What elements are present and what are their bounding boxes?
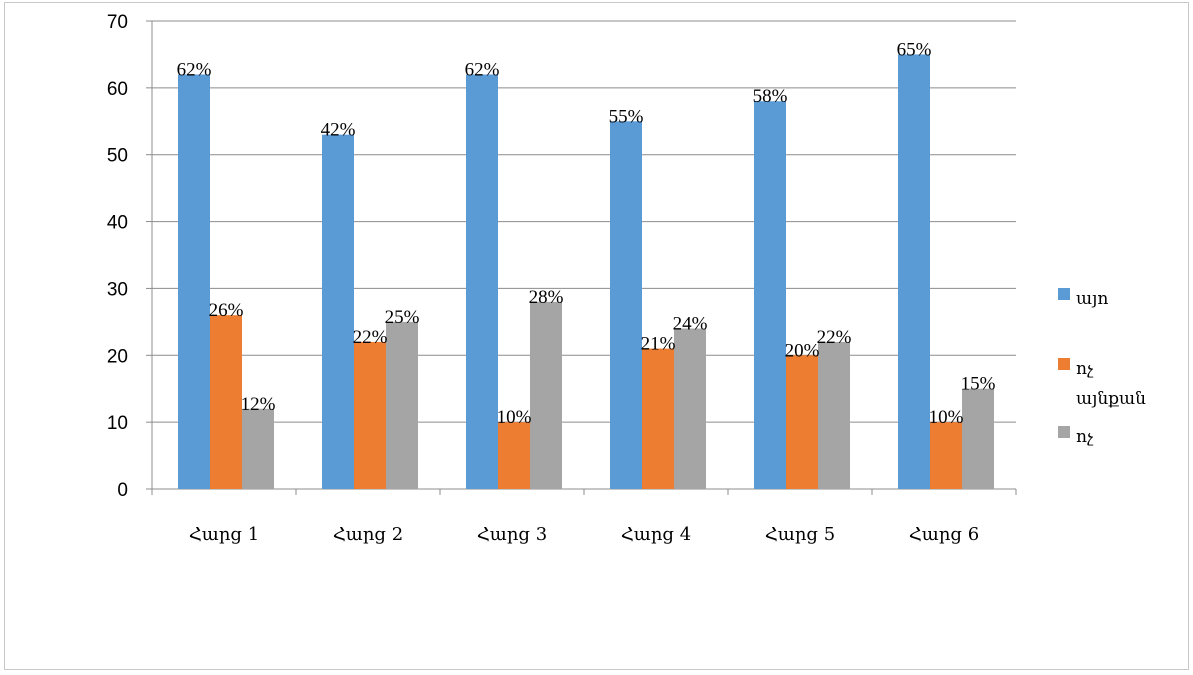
data-label: 10% xyxy=(929,407,964,428)
bar xyxy=(786,355,818,489)
x-tick-label: Հարց 4 xyxy=(621,524,691,545)
bar xyxy=(178,74,210,489)
data-label: 22% xyxy=(817,327,852,348)
bar xyxy=(754,101,786,489)
data-label: 62% xyxy=(177,59,212,80)
x-tick-label: Հարց 2 xyxy=(333,524,403,545)
legend-label: ոչ xyxy=(1076,427,1094,447)
data-label: 42% xyxy=(321,120,356,141)
data-label: 12% xyxy=(241,394,276,415)
bar xyxy=(354,341,386,489)
legend-label: այո xyxy=(1076,289,1108,309)
data-label: 25% xyxy=(385,307,420,328)
legend-label: այնքան xyxy=(1076,389,1146,409)
data-label: 15% xyxy=(961,374,996,395)
bar xyxy=(530,301,562,489)
legend-swatch xyxy=(1058,358,1070,370)
bar xyxy=(962,388,994,489)
bar xyxy=(818,341,850,489)
y-tick-label: 20 xyxy=(107,346,128,367)
y-tick-label: 60 xyxy=(107,79,128,100)
bar xyxy=(610,121,642,490)
data-label: 22% xyxy=(353,327,388,348)
data-label: 62% xyxy=(465,59,500,80)
y-tick-label: 50 xyxy=(107,146,128,167)
bar xyxy=(498,422,530,489)
data-label: 28% xyxy=(529,287,564,308)
y-tick-label: 0 xyxy=(117,480,128,501)
x-tick-label: Հարց 6 xyxy=(909,524,979,545)
bar xyxy=(242,408,274,489)
bar xyxy=(674,328,706,489)
x-tick-label: Հարց 3 xyxy=(477,524,547,545)
data-label: 26% xyxy=(209,300,244,321)
y-tick-label: 70 xyxy=(107,12,128,33)
data-label: 58% xyxy=(753,86,788,107)
data-label: 10% xyxy=(497,407,532,428)
bar xyxy=(642,348,674,489)
bar xyxy=(898,54,930,490)
y-tick-label: 30 xyxy=(107,279,128,300)
legend-swatch xyxy=(1058,426,1070,438)
x-tick-label: Հարց 1 xyxy=(189,524,259,545)
data-label: 20% xyxy=(785,340,820,361)
data-label: 24% xyxy=(673,314,708,335)
data-label: 65% xyxy=(897,39,932,60)
bar xyxy=(466,74,498,489)
bar xyxy=(210,315,242,489)
y-tick-label: 10 xyxy=(107,413,128,434)
bar xyxy=(930,422,962,489)
bar xyxy=(322,134,354,489)
legend-swatch xyxy=(1058,288,1070,300)
data-label: 55% xyxy=(609,106,644,127)
y-tick-label: 40 xyxy=(107,213,128,234)
data-label: 21% xyxy=(641,334,676,355)
x-tick-label: Հարց 5 xyxy=(765,524,835,545)
legend-label: ոչ xyxy=(1076,359,1094,379)
bar xyxy=(386,321,418,489)
